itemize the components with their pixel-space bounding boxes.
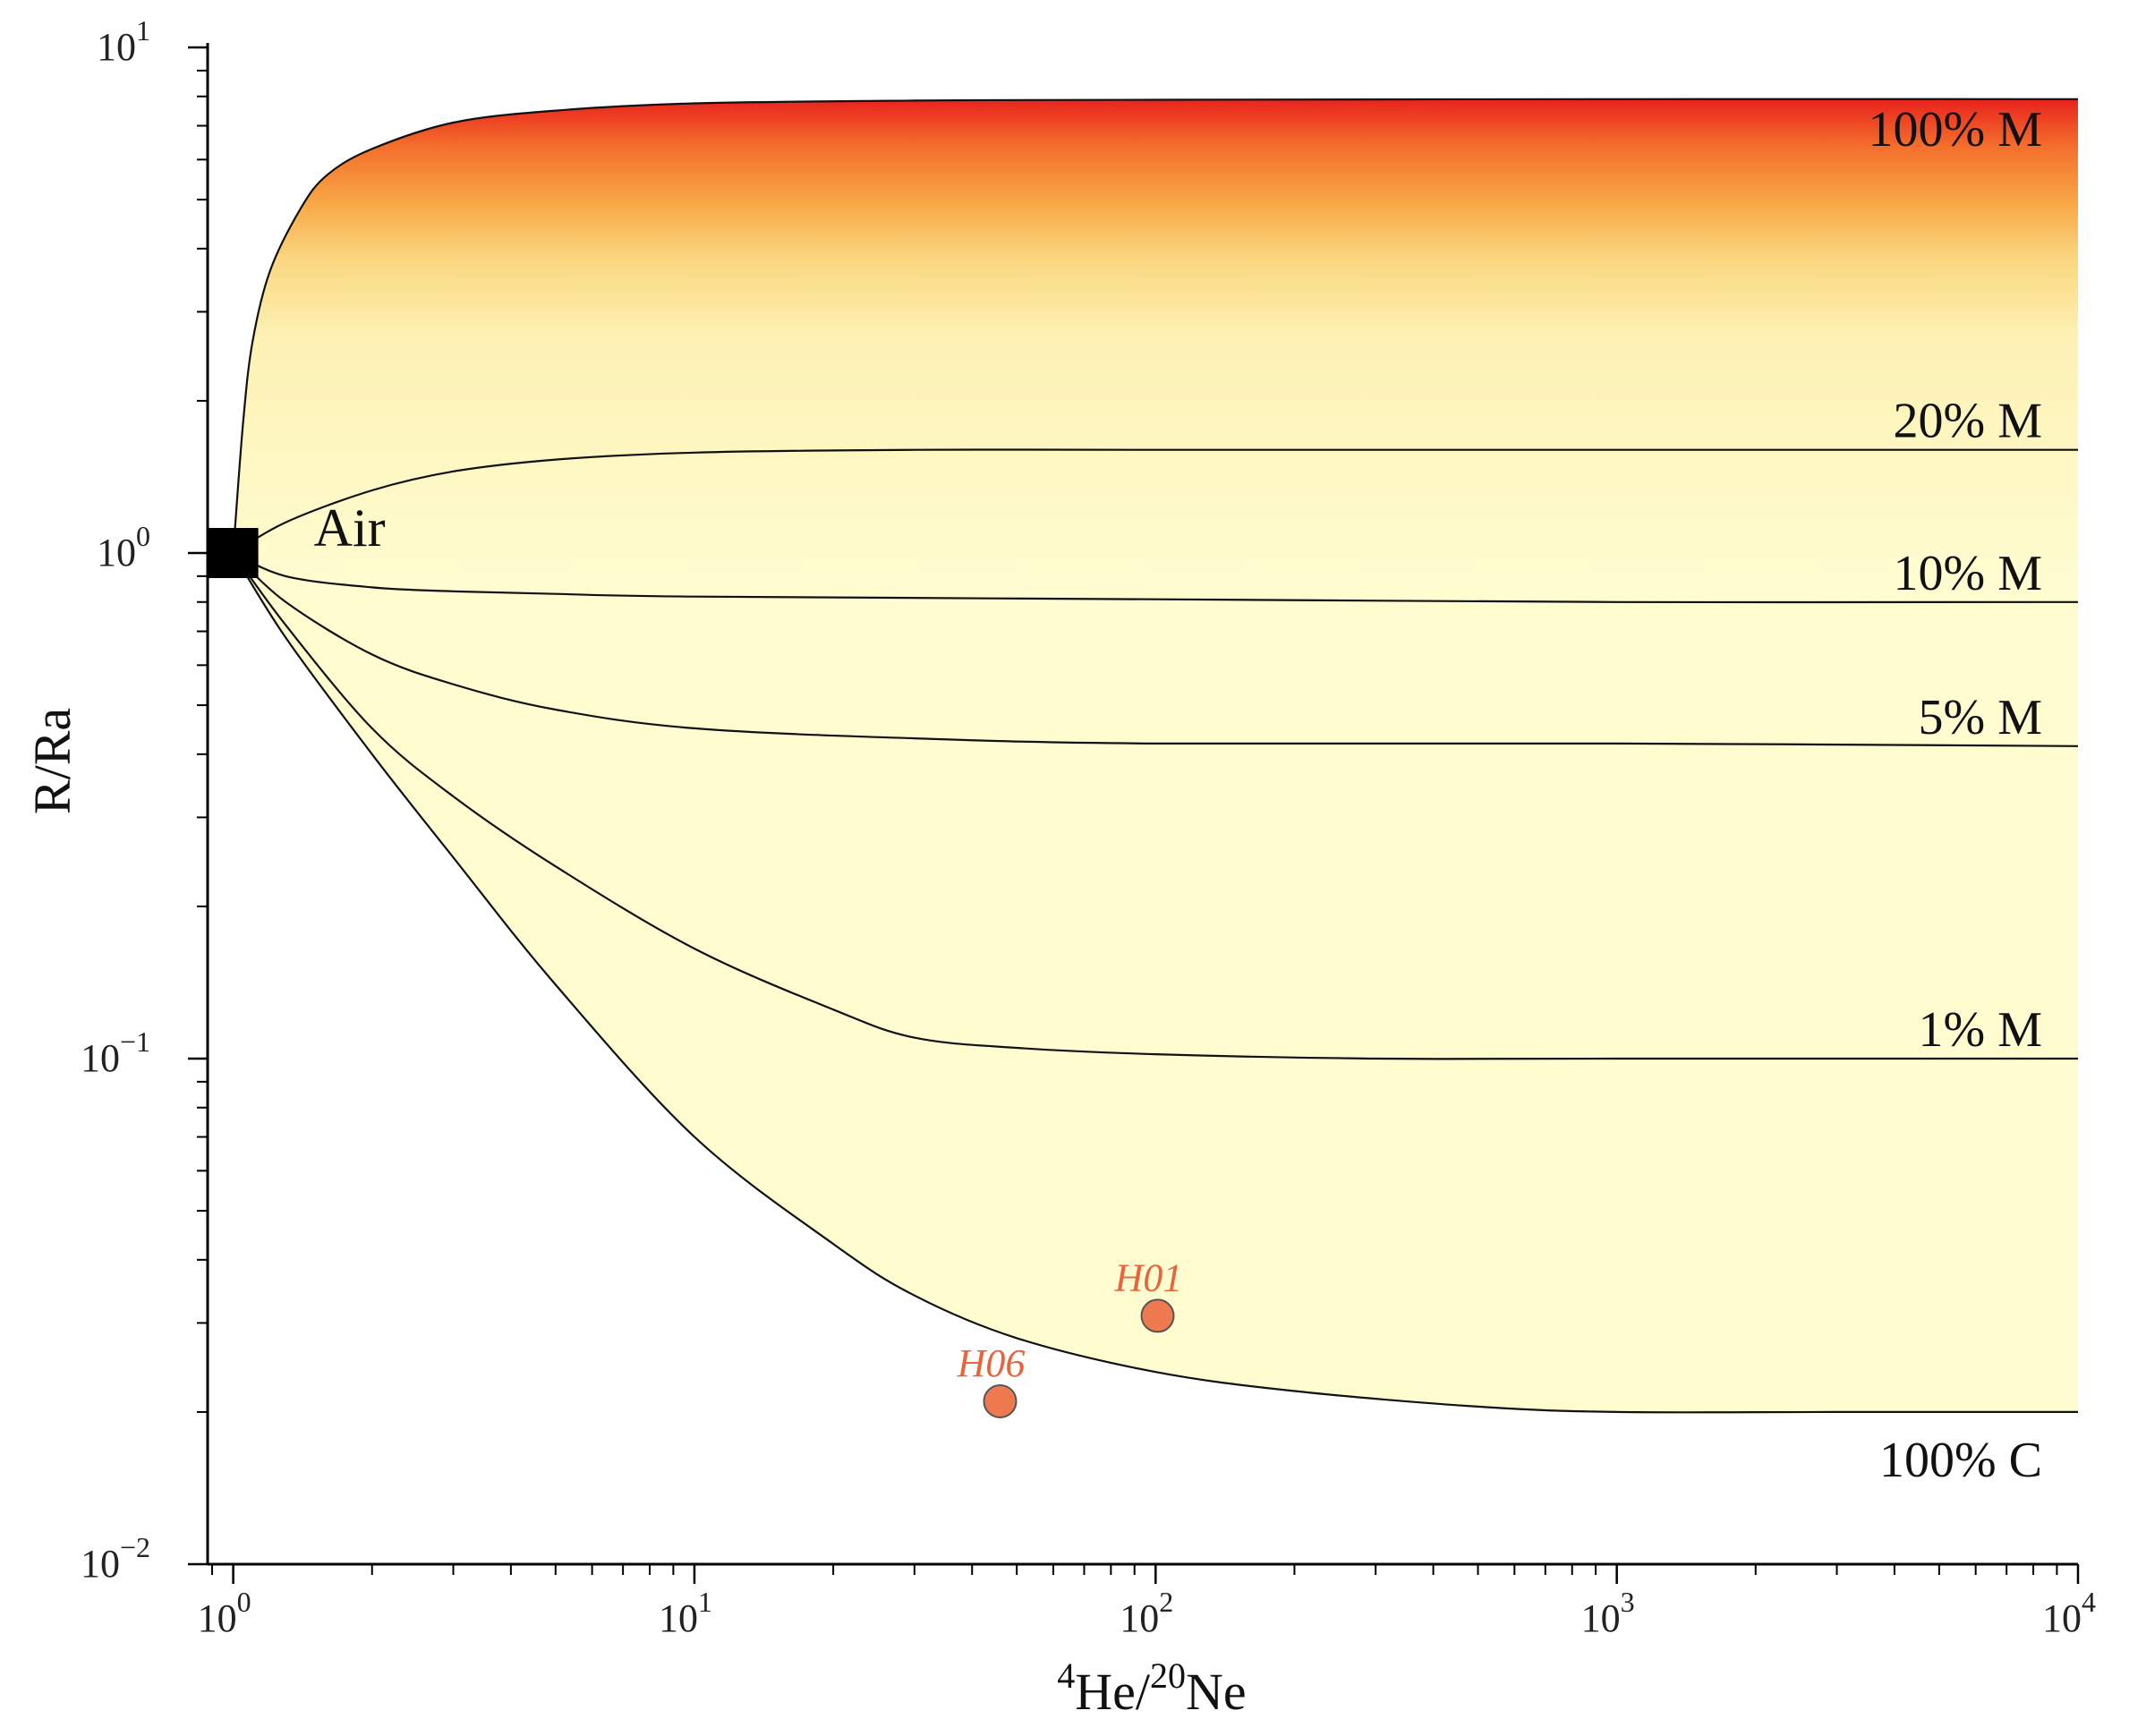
sample-label: H06: [957, 1341, 1026, 1385]
mixing-envelope: [233, 98, 2078, 1413]
labels: 100% M 20% M 10% M 5% M 1% M 100% C Air H01 H06 1…: [23, 14, 2096, 1721]
curve-label: 100% M: [1869, 102, 2042, 157]
air-marker: [208, 528, 259, 578]
curve-label: 20% M: [1894, 394, 2042, 449]
curve-20-m: [233, 448, 2078, 554]
curve-label: 10% M: [1894, 546, 2042, 601]
x-tick-label: 102: [1120, 1586, 1173, 1640]
sample-label: H01: [1114, 1255, 1183, 1299]
curve-100-m: [232, 98, 2079, 554]
curve-10-m: [233, 551, 2079, 604]
air-label: Air: [314, 498, 386, 557]
plot-area: [208, 98, 2079, 1418]
curve-100-c: [232, 552, 2078, 1414]
y-tick-label: 10−2: [81, 1531, 150, 1586]
curve-1-m: [232, 552, 2078, 1060]
x-axis-title: 4He/20Ne: [1057, 1655, 1246, 1721]
y-axis-title: R/Ra: [23, 708, 81, 814]
x-tick-label: 101: [659, 1586, 712, 1640]
y-tick-label: 101: [97, 14, 150, 69]
y-tick-label: 10−1: [81, 1025, 150, 1080]
curve-label: 1% M: [1919, 1002, 2042, 1058]
sample-point-h01: [1140, 1298, 1175, 1333]
x-tick-label: 103: [1581, 1586, 1635, 1640]
y-tick-label: 100: [97, 520, 150, 574]
axes: [188, 43, 2080, 1584]
curve-5-m: [232, 552, 2079, 747]
sample-point-h06: [983, 1383, 1018, 1418]
x-tick-label: 100: [198, 1586, 251, 1640]
curve-label: 100% C: [1879, 1433, 2042, 1488]
curve-label: 5% M: [1919, 690, 2042, 745]
x-tick-label: 104: [2042, 1586, 2096, 1640]
